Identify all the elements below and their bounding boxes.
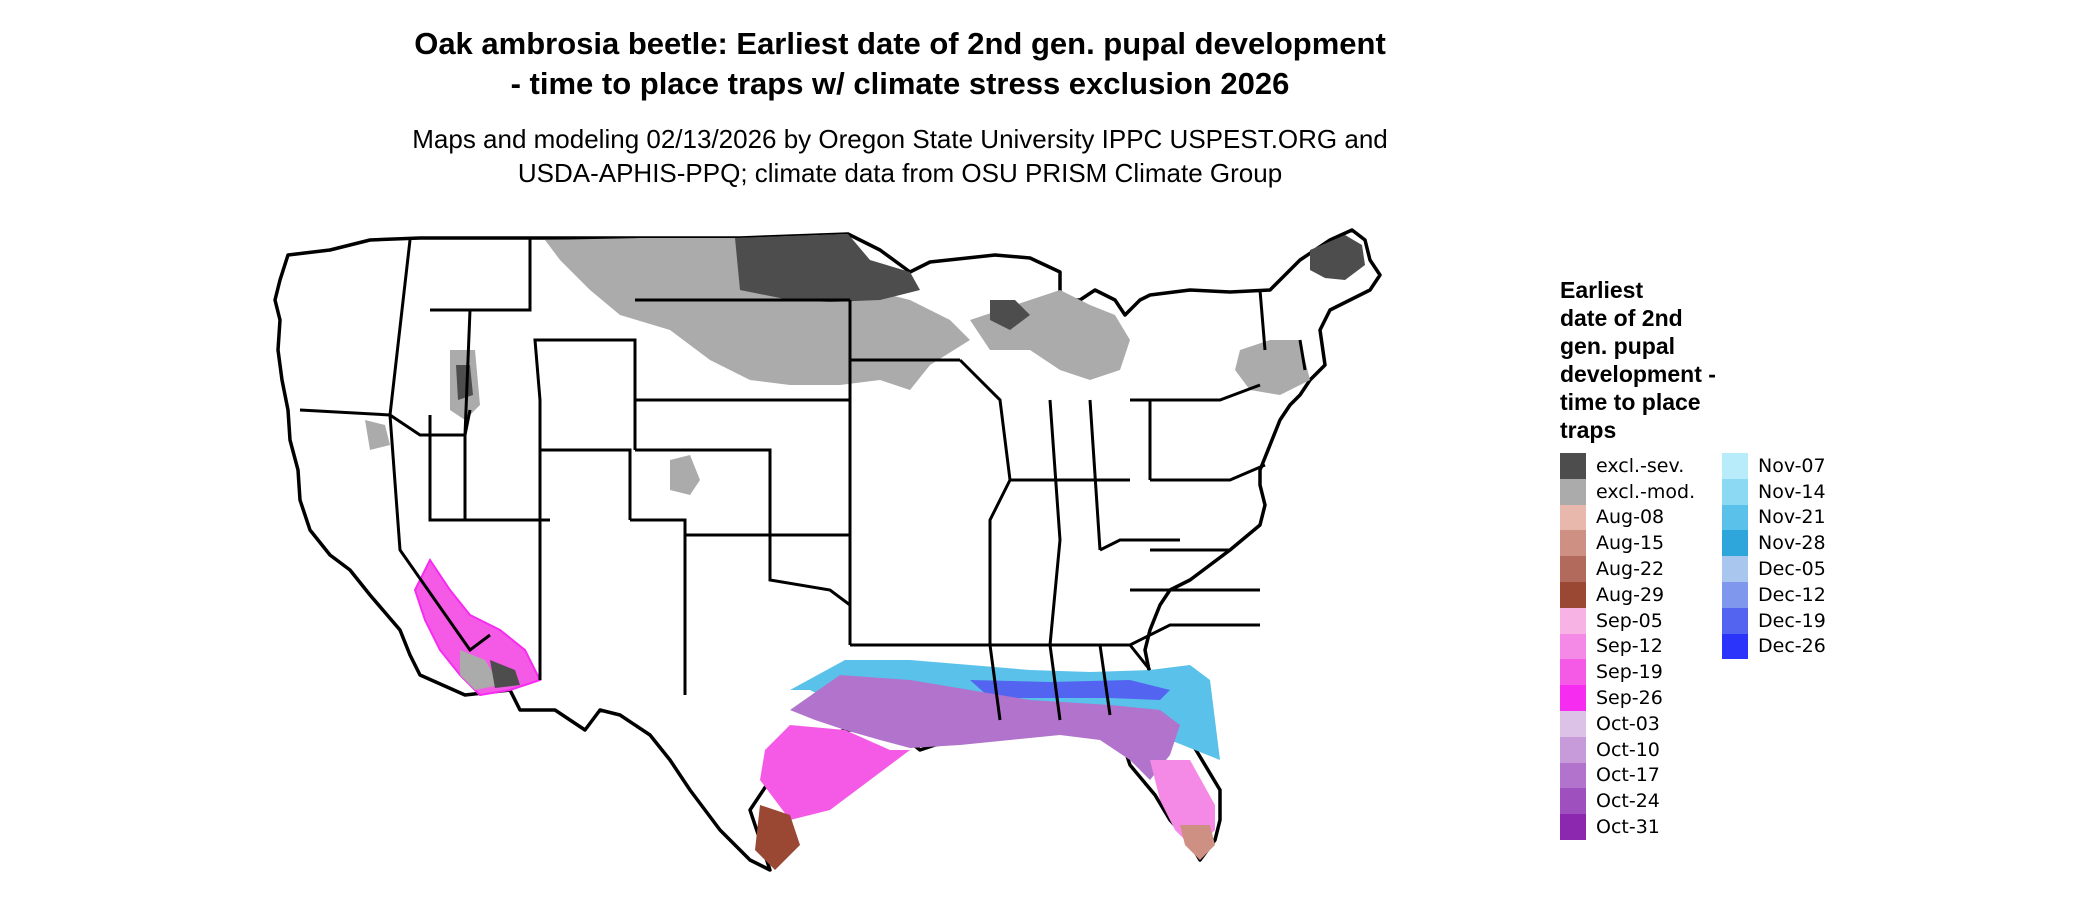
- legend-item: Dec-26: [1722, 633, 1826, 660]
- legend-item: Nov-28: [1722, 530, 1826, 557]
- legend-item: Sep-26: [1560, 685, 1695, 711]
- legend-item: Oct-24: [1560, 788, 1695, 815]
- legend-column-2: Nov-07 Nov-14 Nov-21 Nov-28 Dec-05 Dec-12 Dec-…: [1722, 453, 1826, 660]
- map-subtitle-line-1: Maps and modeling 02/13/2026 by Oregon S…: [412, 124, 1388, 154]
- legend-label: excl.-mod.: [1596, 480, 1696, 503]
- map-title: Oak ambrosia beetle: Earliest date of 2n…: [0, 24, 1800, 104]
- map-title-line-2: - time to place traps w/ climate stress …: [510, 66, 1290, 101]
- legend-label: Dec-12: [1758, 583, 1826, 606]
- legend-label: Sep-12: [1596, 635, 1663, 658]
- excl-sev-regions: [456, 234, 1365, 400]
- legend-swatch: [1560, 453, 1586, 479]
- legend-title-line: Earliest: [1560, 277, 1644, 303]
- legend-label: Dec-26: [1758, 635, 1826, 658]
- legend-swatch: [1722, 453, 1748, 479]
- legend-label: Oct-17: [1596, 764, 1660, 787]
- legend-swatch: [1722, 607, 1748, 634]
- florida-aug-zone: [1180, 825, 1215, 860]
- legend-title: Earliest date of 2nd gen. pupal developm…: [1560, 276, 1760, 444]
- legend-label: Sep-19: [1596, 661, 1663, 684]
- legend-label: Nov-21: [1758, 506, 1826, 529]
- legend-swatch: [1560, 633, 1586, 660]
- legend-label: Aug-15: [1596, 532, 1665, 555]
- sw-development-zone: [413, 558, 542, 697]
- map-subtitle: Maps and modeling 02/13/2026 by Oregon S…: [0, 122, 1800, 190]
- legend-item: Dec-19: [1722, 607, 1826, 634]
- legend-swatch: [1560, 581, 1586, 608]
- texas-aug-zone: [755, 805, 800, 870]
- legend-item: excl.-mod.: [1560, 478, 1696, 505]
- legend-label: Oct-31: [1596, 816, 1660, 839]
- legend-swatch: [1560, 788, 1586, 815]
- legend-label: Sep-05: [1596, 609, 1663, 632]
- gulf-coast-oct-band: [790, 675, 1180, 780]
- legend-swatch: [1560, 814, 1586, 840]
- legend-title-line: gen. pupal: [1560, 333, 1675, 359]
- legend-swatch: [1722, 633, 1748, 660]
- legend-swatch: [1560, 478, 1586, 505]
- legend-title-line: development -: [1560, 361, 1716, 387]
- legend-label: excl.-sev.: [1596, 454, 1685, 477]
- legend-swatch: [1560, 607, 1586, 634]
- legend-label: Aug-22: [1596, 558, 1665, 581]
- legend-swatch: [1722, 530, 1748, 557]
- legend-swatch: [1560, 685, 1586, 711]
- texas-sep-zone: [760, 725, 910, 820]
- legend-swatch: [1722, 556, 1748, 582]
- legend-item: Sep-12: [1560, 633, 1695, 660]
- legend-item: Aug-15: [1560, 530, 1695, 557]
- legend-label: Oct-03: [1596, 712, 1660, 735]
- legend-item: Dec-12: [1722, 581, 1826, 608]
- state-boundaries: [299, 238, 1307, 721]
- legend-item: Oct-10: [1560, 736, 1695, 763]
- legend-item: excl.-sev.: [1560, 453, 1695, 479]
- legend-label: Dec-19: [1758, 609, 1826, 632]
- legend-swatch: [1560, 659, 1586, 686]
- legend-label: Aug-29: [1596, 583, 1665, 606]
- legend-item: Sep-05: [1560, 607, 1695, 634]
- legend-swatch: [1722, 581, 1748, 608]
- legend-item: Oct-31: [1560, 814, 1695, 840]
- legend-swatch: [1722, 504, 1748, 531]
- legend-swatch: [1560, 710, 1586, 737]
- gulf-coast-dec-band: [970, 680, 1170, 700]
- map-subtitle-line-2: USDA-APHIS-PPQ; climate data from OSU PR…: [517, 158, 1283, 188]
- legend-label: Nov-28: [1758, 532, 1826, 555]
- legend-swatch: [1560, 530, 1586, 557]
- legend-item: Nov-21: [1722, 504, 1826, 531]
- legend-item: Aug-08: [1560, 504, 1695, 531]
- legend-label: Nov-07: [1758, 454, 1826, 477]
- legend-swatch: [1560, 762, 1586, 789]
- legend-swatch: [1560, 556, 1586, 582]
- legend-column-1: excl.-sev. excl.-mod. Aug-08 Aug-15 Aug-22 Au…: [1560, 453, 1695, 840]
- legend-label: Oct-10: [1596, 738, 1660, 761]
- conus-map: [273, 228, 1382, 872]
- legend-item: Nov-14: [1722, 478, 1826, 505]
- legend-label: Dec-05: [1758, 558, 1826, 581]
- legend-swatch: [1560, 736, 1586, 763]
- legend-item: Oct-17: [1560, 762, 1695, 789]
- legend-item: Dec-05: [1722, 556, 1826, 582]
- legend-label: Oct-24: [1596, 790, 1660, 813]
- legend-swatch: [1560, 504, 1586, 531]
- legend-label: Nov-14: [1758, 480, 1826, 503]
- legend-item: Sep-19: [1560, 659, 1695, 686]
- legend-title-line: date of 2nd: [1560, 305, 1683, 331]
- legend-title-line: traps: [1560, 417, 1617, 443]
- legend-swatch: [1722, 478, 1748, 505]
- legend-label: Sep-26: [1596, 687, 1663, 710]
- legend-title-line: time to place: [1560, 389, 1701, 415]
- map-title-line-1: Oak ambrosia beetle: Earliest date of 2n…: [414, 26, 1386, 61]
- legend-label: Aug-08: [1596, 506, 1665, 529]
- legend-item: Aug-29: [1560, 581, 1695, 608]
- legend-item: Nov-07: [1722, 453, 1826, 479]
- legend-item: Aug-22: [1560, 556, 1695, 582]
- legend-item: Oct-03: [1560, 710, 1695, 737]
